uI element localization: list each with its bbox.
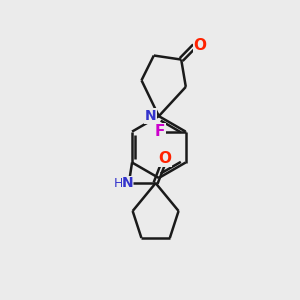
Text: N: N <box>122 176 134 190</box>
Text: O: O <box>194 38 206 53</box>
Text: O: O <box>158 151 171 166</box>
Text: N: N <box>145 109 157 123</box>
Text: F: F <box>154 124 165 139</box>
Text: H: H <box>114 177 124 190</box>
